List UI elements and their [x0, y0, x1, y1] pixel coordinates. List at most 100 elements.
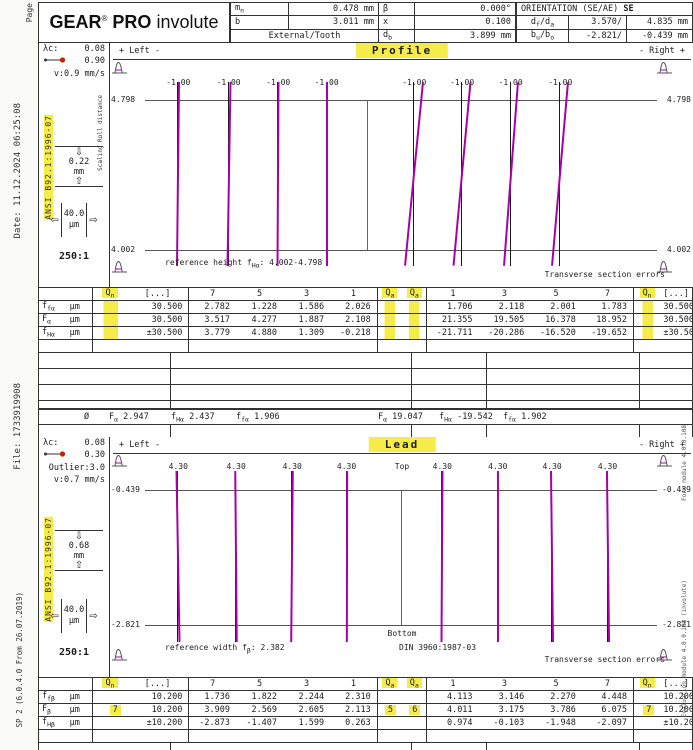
row-unit: µm [66, 300, 94, 314]
table-header-row: Qn [...] 7 5 3 1 Qa Qa 1 3 5 7 Qn [...] [38, 677, 693, 691]
table-cell [92, 300, 127, 314]
eval-range-value: 0.68 [68, 541, 90, 551]
row-unit: µm [66, 313, 94, 327]
table-cell: 6.075 [581, 703, 635, 717]
param-beta-label: β [378, 1, 415, 17]
row-label: Fα [38, 313, 67, 327]
lambda-value: 0.08 [84, 438, 105, 448]
table-cell: 3.517 [188, 313, 236, 327]
param-type-label: External/Tooth [230, 28, 379, 44]
table-row: Fα µm 30.500 3.517 4.277 1.887 2.108 21.355 19.5… [38, 313, 693, 327]
table-cell: 3.146 [478, 690, 531, 704]
trace-label: -1.00 [548, 78, 573, 87]
lead-sidebar: λc: 0.08 0.30 Outlier:3.0 v:0.7 mm/s ANSI… [38, 437, 110, 677]
orientation-bubo-v1: -2.821/ [568, 28, 627, 44]
up-arrow-icon: ⇧ [74, 560, 84, 571]
row-label [38, 729, 67, 743]
trace-label: -1.00 [498, 78, 523, 87]
axis-value-label: 4.798 [111, 95, 136, 104]
reference-range-label: reference height fHα: 4.002-4.798 [165, 258, 323, 270]
table-cell [92, 339, 127, 353]
scale-unit: µm [68, 616, 80, 626]
profile-chart: + Left - Profile - Right + 4.798 4.798 4.0… [109, 43, 693, 287]
row-unit: µm [66, 703, 94, 717]
axis-value-label: -0.439 [111, 485, 140, 494]
param-b-value: 3.011 mm [288, 15, 379, 30]
table-cell [633, 300, 661, 314]
col-header: 7 [581, 677, 635, 691]
col-header: 1 [330, 287, 378, 301]
empty-cell [170, 742, 413, 750]
mean-value: fHα -19.542 [439, 412, 493, 424]
right-arrow-icon: ⇨ [89, 214, 98, 226]
table-cell: -2.873 [188, 716, 236, 730]
stylus-value: 0.30 [84, 450, 105, 460]
table-cell [377, 729, 403, 743]
tooth-flank-icon [112, 648, 128, 664]
trace-label: 4.30 [282, 462, 302, 471]
empty-cell [170, 368, 413, 385]
table-cell: 10.200 [660, 690, 693, 704]
orientation-title: ORIENTATION (SE/AE) SE [516, 1, 693, 17]
tooth-flank-icon [657, 260, 673, 276]
col-header: Qa [402, 677, 428, 691]
empty-cell [411, 352, 487, 369]
table-cell [633, 690, 661, 704]
table-cell: 7 [633, 703, 661, 717]
stylus-icon [43, 56, 67, 67]
table-cell: 19.505 [478, 313, 531, 327]
right-arrow-icon: ⇨ [89, 610, 98, 622]
table-cell [633, 729, 661, 743]
empty-cell [411, 368, 487, 385]
eval-range-unit: mm [73, 551, 85, 561]
row-label: ffα [38, 300, 67, 314]
table-cell: 4.011 [426, 703, 479, 717]
trace-label: -1.00 [402, 78, 427, 87]
table-cell [402, 729, 428, 743]
table-cell [402, 326, 428, 340]
table-cell: -0.218 [330, 326, 378, 340]
empty-cell [639, 368, 693, 385]
empty-cell [639, 742, 693, 750]
table-cell: 7 [92, 703, 127, 717]
eval-range-unit: mm [73, 167, 85, 177]
col-header: Qa [377, 287, 403, 301]
tooth-flank-icon [112, 454, 128, 470]
transverse-errors-label: Transverse section errors [544, 655, 665, 664]
axis-value-label: 4.002 [111, 245, 136, 254]
center-bottom-label: Bottom [387, 629, 417, 638]
table-cell [530, 729, 582, 743]
param-db-value: 3.899 mm [414, 28, 516, 44]
col-header: Qn [92, 677, 127, 691]
table-cell [92, 313, 127, 327]
table-cell [330, 729, 378, 743]
table-cell [92, 729, 127, 743]
scale-value: 40.0 [63, 209, 85, 219]
empty-row [37, 742, 693, 750]
profile-plot: 4.798 4.798 4.002 4.002 -1.00 -1.00 -1.00 -1.00… [109, 60, 693, 287]
table-cell: 1.822 [235, 690, 284, 704]
left-arrow-icon: ⇦ [50, 214, 59, 226]
profile-sidebar: λc: 0.08 0.90 v:0.9 mm/s ANSI B92.1:1996-… [38, 43, 110, 287]
table-cell: 10.200 [126, 690, 190, 704]
center-divider [366, 100, 368, 250]
down-arrow-icon: ⇩ [74, 531, 84, 542]
gearpro-logo: GEAR® PRO involute [38, 2, 230, 43]
col-header: 3 [283, 287, 331, 301]
empty-cell [37, 384, 172, 401]
evaluation-module-label: Evaluation module 4.0.0.108 (involute) [681, 580, 688, 718]
row-unit: µm [66, 716, 94, 730]
param-b-label: b [230, 15, 289, 30]
lambda-value: 0.08 [84, 44, 105, 54]
scale-value: 40.0 [63, 605, 85, 615]
col-header: 1 [330, 677, 378, 691]
table-cell [402, 300, 428, 314]
table-cell: 1.736 [188, 690, 236, 704]
table-cell [330, 339, 378, 353]
axis-value-label: 4.798 [666, 95, 691, 104]
table-cell: -19.652 [581, 326, 635, 340]
table-cell [402, 716, 428, 730]
table-row: fHβ µm ±10.200 -2.873 -1.407 1.599 0.263 0.974-… [38, 716, 693, 730]
trace-label: 4.30 [488, 462, 508, 471]
table-cell [660, 729, 693, 743]
